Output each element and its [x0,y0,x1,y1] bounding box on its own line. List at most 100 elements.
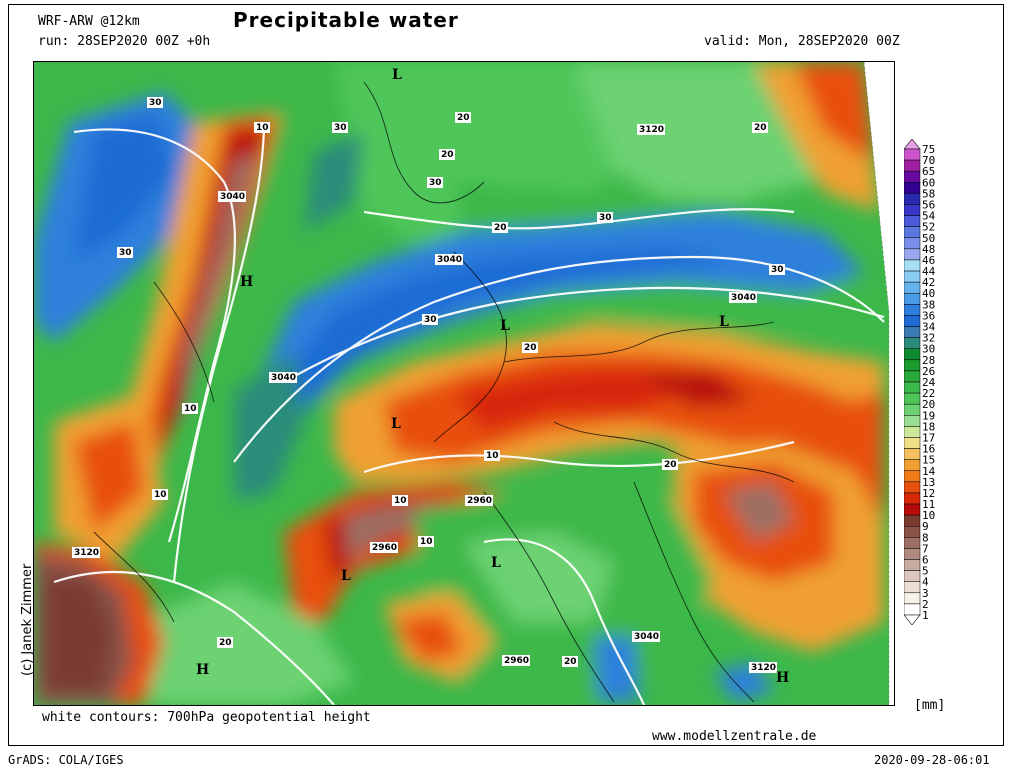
colorbar-swatch [904,204,921,216]
run-label: run: 28SEP2020 00Z +0h [38,34,211,49]
timestamp-label: 2020-09-28-06:01 [874,753,990,767]
precipitable-water-colorbar: 7570656058565452504846444240383634323028… [904,139,936,625]
colorbar-tick-label: 12 [922,487,935,500]
colorbar-tick-label: 58 [922,187,935,200]
figure-frame [8,4,1004,746]
high-pressure-marker: H [196,662,209,678]
contour-label: 3120 [639,125,664,135]
colorbar-tick-label: 2 [922,598,929,611]
contour-label-bg [269,372,297,383]
colorbar-swatch [904,170,921,183]
colorbar-tick-label: 14 [922,465,936,478]
contour-label-bg [418,536,434,547]
contour-label-bg [502,655,530,666]
colorbar-swatch [904,570,921,582]
colorbar-swatch [904,470,921,483]
colorbar-tick-label: 8 [922,531,929,544]
unit-label: [mm] [914,698,946,713]
colorbar-tick-label: 34 [922,321,936,334]
colorbar-tick-label: 60 [922,176,935,189]
colorbar-tick-label: 15 [922,454,935,467]
colorbar-tick-label: 65 [922,165,935,178]
colorbar-swatch [904,348,921,361]
colorbar-swatch [904,148,921,161]
colorbar-tick-label: 38 [922,298,935,311]
software-credit: GrADS: COLA/IGES [8,753,124,767]
contour-label-bg [562,656,578,667]
contour-label: 3120 [751,663,776,673]
low-pressure-marker: L [392,67,402,83]
contour-label-bg [632,631,660,642]
colorbar-swatch [904,503,921,516]
contour-label: 3040 [220,192,245,202]
colorbar-swatch [904,559,921,571]
contour-label-bg [492,222,508,233]
contour-label: 30 [771,265,784,275]
contour-label: 3040 [634,632,659,642]
contour-label: 30 [599,213,612,223]
contour-label-bg [662,459,678,470]
contour-label: 10 [184,404,197,414]
colorbar-tick-label: 17 [922,431,935,444]
colorbar-tick-label: 10 [922,509,935,522]
contour-label-bg [392,495,408,506]
contour-label-bg [465,495,493,506]
map-canvas: 3040 3040 3040 3040 3120 3120 3120 2960 2960 2960… [33,61,894,706]
low-pressure-marker: L [391,416,401,432]
contour-label: 20 [564,657,577,667]
contour-label: 20 [524,343,537,353]
contour-label-bg [422,314,438,325]
colorbar-swatch [904,603,921,616]
contour-label-bg [254,122,270,133]
low-pressure-marker: L [719,314,729,330]
website-label: www.modellzentrale.de [652,729,817,744]
contour-label-bg [484,450,500,461]
colorbar-tick-label: 6 [922,554,929,567]
contour-label: 20 [441,150,454,160]
colorbar-swatch [904,182,921,194]
contour-label: 10 [154,490,167,500]
contour-label-bg [72,547,100,558]
contour-label-group: 3040 3040 3040 3040 3120 3120 3120 2960 2960 2960… [72,97,785,673]
contour-label: 10 [256,123,269,133]
contour-label: 10 [394,496,407,506]
colorbar-tick-label: 52 [922,221,935,234]
colorbar-swatch [904,281,921,294]
colorbar-swatch [904,304,921,316]
colorbar-min-arrow [904,614,921,625]
low-pressure-marker: L [500,318,510,334]
high-pressure-marker: H [776,670,789,686]
contour-label-bg [752,122,768,133]
colorbar-swatch [904,226,921,239]
contour-label-bg [522,342,538,353]
contour-label: 30 [149,98,162,108]
colorbar-tick-label: 40 [922,287,935,300]
colorbar-max-arrow [904,139,921,150]
colorbar-swatch [904,193,921,205]
contour-label-bg [217,637,233,648]
colorbar-swatch [904,426,921,438]
colorbar-tick-label: 30 [922,343,935,356]
colorbar-swatch [904,215,921,227]
colorbar-swatch [904,381,921,394]
colorbar-tick-label: 36 [922,309,935,322]
colorbar-swatch [904,403,921,416]
colorbar-swatch [904,270,921,283]
colorbar-swatch [904,537,921,549]
colorbar-swatch [904,337,921,349]
contour-label: 2960 [467,496,492,506]
contour-label-bg [332,122,348,133]
colorbar-tick-label: 26 [922,365,935,378]
colorbar-tick-label: 75 [922,143,935,156]
contour-label: 30 [334,123,347,133]
colorbar-swatch [904,448,921,460]
contour-label-bg [637,124,665,135]
contour-label-bg [427,177,443,188]
colorbar-tick-label: 44 [922,265,936,278]
contour-label-bg [597,212,613,223]
contour-label: 20 [494,223,507,233]
colorbar-swatch [904,514,921,527]
colorbar-swatch [904,548,921,560]
colorbar-swatch [904,370,921,383]
colorbar-swatch [904,481,921,494]
